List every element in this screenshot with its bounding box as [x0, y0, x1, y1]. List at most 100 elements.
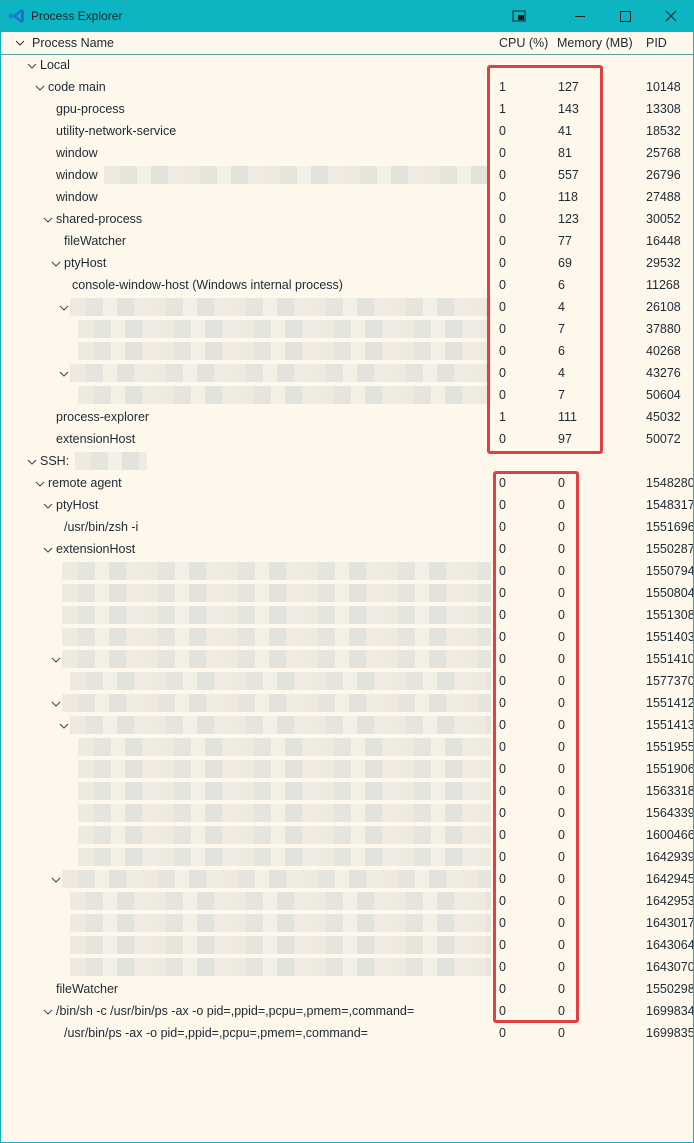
process-row[interactable]: 0 4 26108: [1, 296, 693, 318]
process-row[interactable]: 0 0 1551403: [1, 626, 693, 648]
process-row[interactable]: 0 0 1551410: [1, 648, 693, 670]
process-row[interactable]: ptyHost 0 69 29532: [1, 252, 693, 274]
process-row[interactable]: window 0 81 25768: [1, 142, 693, 164]
process-row[interactable]: shared-process 0 123 30052: [1, 208, 693, 230]
process-row[interactable]: ptyHost 0 0 1548317: [1, 494, 693, 516]
process-row[interactable]: extensionHost 0 0 1550287: [1, 538, 693, 560]
process-row[interactable]: 0 0 1551906: [1, 758, 693, 780]
process-cpu: 1: [499, 102, 506, 116]
expand-chevron[interactable]: [51, 657, 61, 663]
expand-chevron[interactable]: [27, 459, 37, 465]
process-row[interactable]: extensionHost 0 97 50072: [1, 428, 693, 450]
process-pid: 1551955: [646, 740, 694, 754]
expand-chevron[interactable]: [43, 217, 53, 223]
process-row[interactable]: utility-network-service 0 41 18532: [1, 120, 693, 142]
process-pid: 1550804: [646, 586, 694, 600]
process-pid: 26108: [646, 300, 681, 314]
process-row[interactable]: 0 4 43276: [1, 362, 693, 384]
minimize-button[interactable]: [557, 1, 603, 32]
process-row[interactable]: window 0 118 27488: [1, 186, 693, 208]
collapse-all-chevron[interactable]: [15, 40, 25, 46]
process-memory: 0: [558, 806, 565, 820]
process-cpu: 0: [499, 564, 506, 578]
process-row[interactable]: 0 0 1550794: [1, 560, 693, 582]
process-row[interactable]: 0 0 1564339: [1, 802, 693, 824]
process-row[interactable]: 0 0 1643064: [1, 934, 693, 956]
compact-button[interactable]: [496, 1, 542, 32]
process-memory: 0: [558, 564, 565, 578]
process-row[interactable]: 0 6 40268: [1, 340, 693, 362]
expand-chevron[interactable]: [35, 481, 45, 487]
process-cpu: 0: [499, 520, 506, 534]
process-row[interactable]: /bin/sh -c /usr/bin/ps -ax -o pid=,ppid=…: [1, 1000, 693, 1022]
maximize-button[interactable]: [602, 1, 648, 32]
expand-chevron[interactable]: [43, 1009, 53, 1015]
process-memory: 0: [558, 674, 565, 688]
redacted: [78, 826, 491, 844]
expand-chevron[interactable]: [27, 63, 37, 69]
process-name: gpu-process: [56, 102, 125, 116]
header-name[interactable]: Process Name: [32, 36, 114, 50]
process-row[interactable]: SSH:: [1, 450, 693, 472]
process-name: /usr/bin/ps -ax -o pid=,ppid=,pcpu=,pmem…: [64, 1026, 368, 1040]
process-pid: 13308: [646, 102, 681, 116]
process-memory: 0: [558, 740, 565, 754]
process-row[interactable]: 0 0 1550804: [1, 582, 693, 604]
process-name: ptyHost: [56, 498, 99, 512]
expand-chevron[interactable]: [59, 305, 69, 311]
process-pid: 1563318: [646, 784, 694, 798]
process-cpu: 0: [499, 608, 506, 622]
process-row[interactable]: 0 0 1642945: [1, 868, 693, 890]
header-pid[interactable]: PID: [646, 36, 667, 50]
close-button[interactable]: [648, 1, 694, 32]
expand-chevron[interactable]: [43, 547, 53, 553]
process-row[interactable]: 0 0 1551412: [1, 692, 693, 714]
process-row[interactable]: 0 0 1551955: [1, 736, 693, 758]
expand-chevron[interactable]: [43, 503, 53, 509]
header-cpu[interactable]: CPU (%): [499, 36, 549, 50]
process-memory: 6: [558, 344, 565, 358]
process-pid: 1548317: [646, 498, 694, 512]
expand-chevron[interactable]: [59, 723, 69, 729]
process-memory: 0: [558, 938, 565, 952]
process-row[interactable]: 0 0 1642953: [1, 890, 693, 912]
process-row[interactable]: 0 0 1551308: [1, 604, 693, 626]
expand-chevron[interactable]: [51, 877, 61, 883]
process-row[interactable]: fileWatcher 0 77 16448: [1, 230, 693, 252]
process-row[interactable]: 0 0 1577370: [1, 670, 693, 692]
process-cpu: 0: [499, 762, 506, 776]
process-row[interactable]: 0 7 37880: [1, 318, 693, 340]
process-row[interactable]: 0 0 1643017: [1, 912, 693, 934]
expand-chevron[interactable]: [59, 371, 69, 377]
process-row[interactable]: 0 0 1600466: [1, 824, 693, 846]
process-row[interactable]: remote agent 0 0 1548280: [1, 472, 693, 494]
process-pid: 1643017: [646, 916, 694, 930]
expand-chevron[interactable]: [51, 261, 61, 267]
process-row[interactable]: process-explorer 1 111 45032: [1, 406, 693, 428]
process-row[interactable]: 0 7 50604: [1, 384, 693, 406]
process-row[interactable]: 0 0 1551413: [1, 714, 693, 736]
expand-chevron[interactable]: [51, 701, 61, 707]
process-row[interactable]: /usr/bin/ps -ax -o pid=,ppid=,pcpu=,pmem…: [1, 1022, 693, 1044]
process-row[interactable]: Local: [1, 54, 693, 76]
expand-chevron[interactable]: [35, 85, 45, 91]
redacted: [78, 342, 491, 360]
process-row[interactable]: code main 1 127 10148: [1, 76, 693, 98]
process-row[interactable]: fileWatcher 0 0 1550298: [1, 978, 693, 1000]
process-row[interactable]: 0 0 1643070: [1, 956, 693, 978]
process-row[interactable]: window 0 557 26796: [1, 164, 693, 186]
redacted: [70, 936, 491, 954]
process-row[interactable]: /usr/bin/zsh -i 0 0 1551696: [1, 516, 693, 538]
process-memory: 557: [558, 168, 579, 182]
process-cpu: 0: [499, 190, 506, 204]
process-cpu: 0: [499, 146, 506, 160]
process-row[interactable]: gpu-process 1 143 13308: [1, 98, 693, 120]
process-row[interactable]: 0 0 1563318: [1, 780, 693, 802]
process-row[interactable]: 0 0 1642939: [1, 846, 693, 868]
redacted: [70, 914, 491, 932]
process-cpu: 0: [499, 432, 506, 446]
process-cpu: 0: [499, 388, 506, 402]
process-pid: 37880: [646, 322, 681, 336]
header-memory[interactable]: Memory (MB): [557, 36, 633, 50]
process-row[interactable]: console-window-host (Windows internal pr…: [1, 274, 693, 296]
